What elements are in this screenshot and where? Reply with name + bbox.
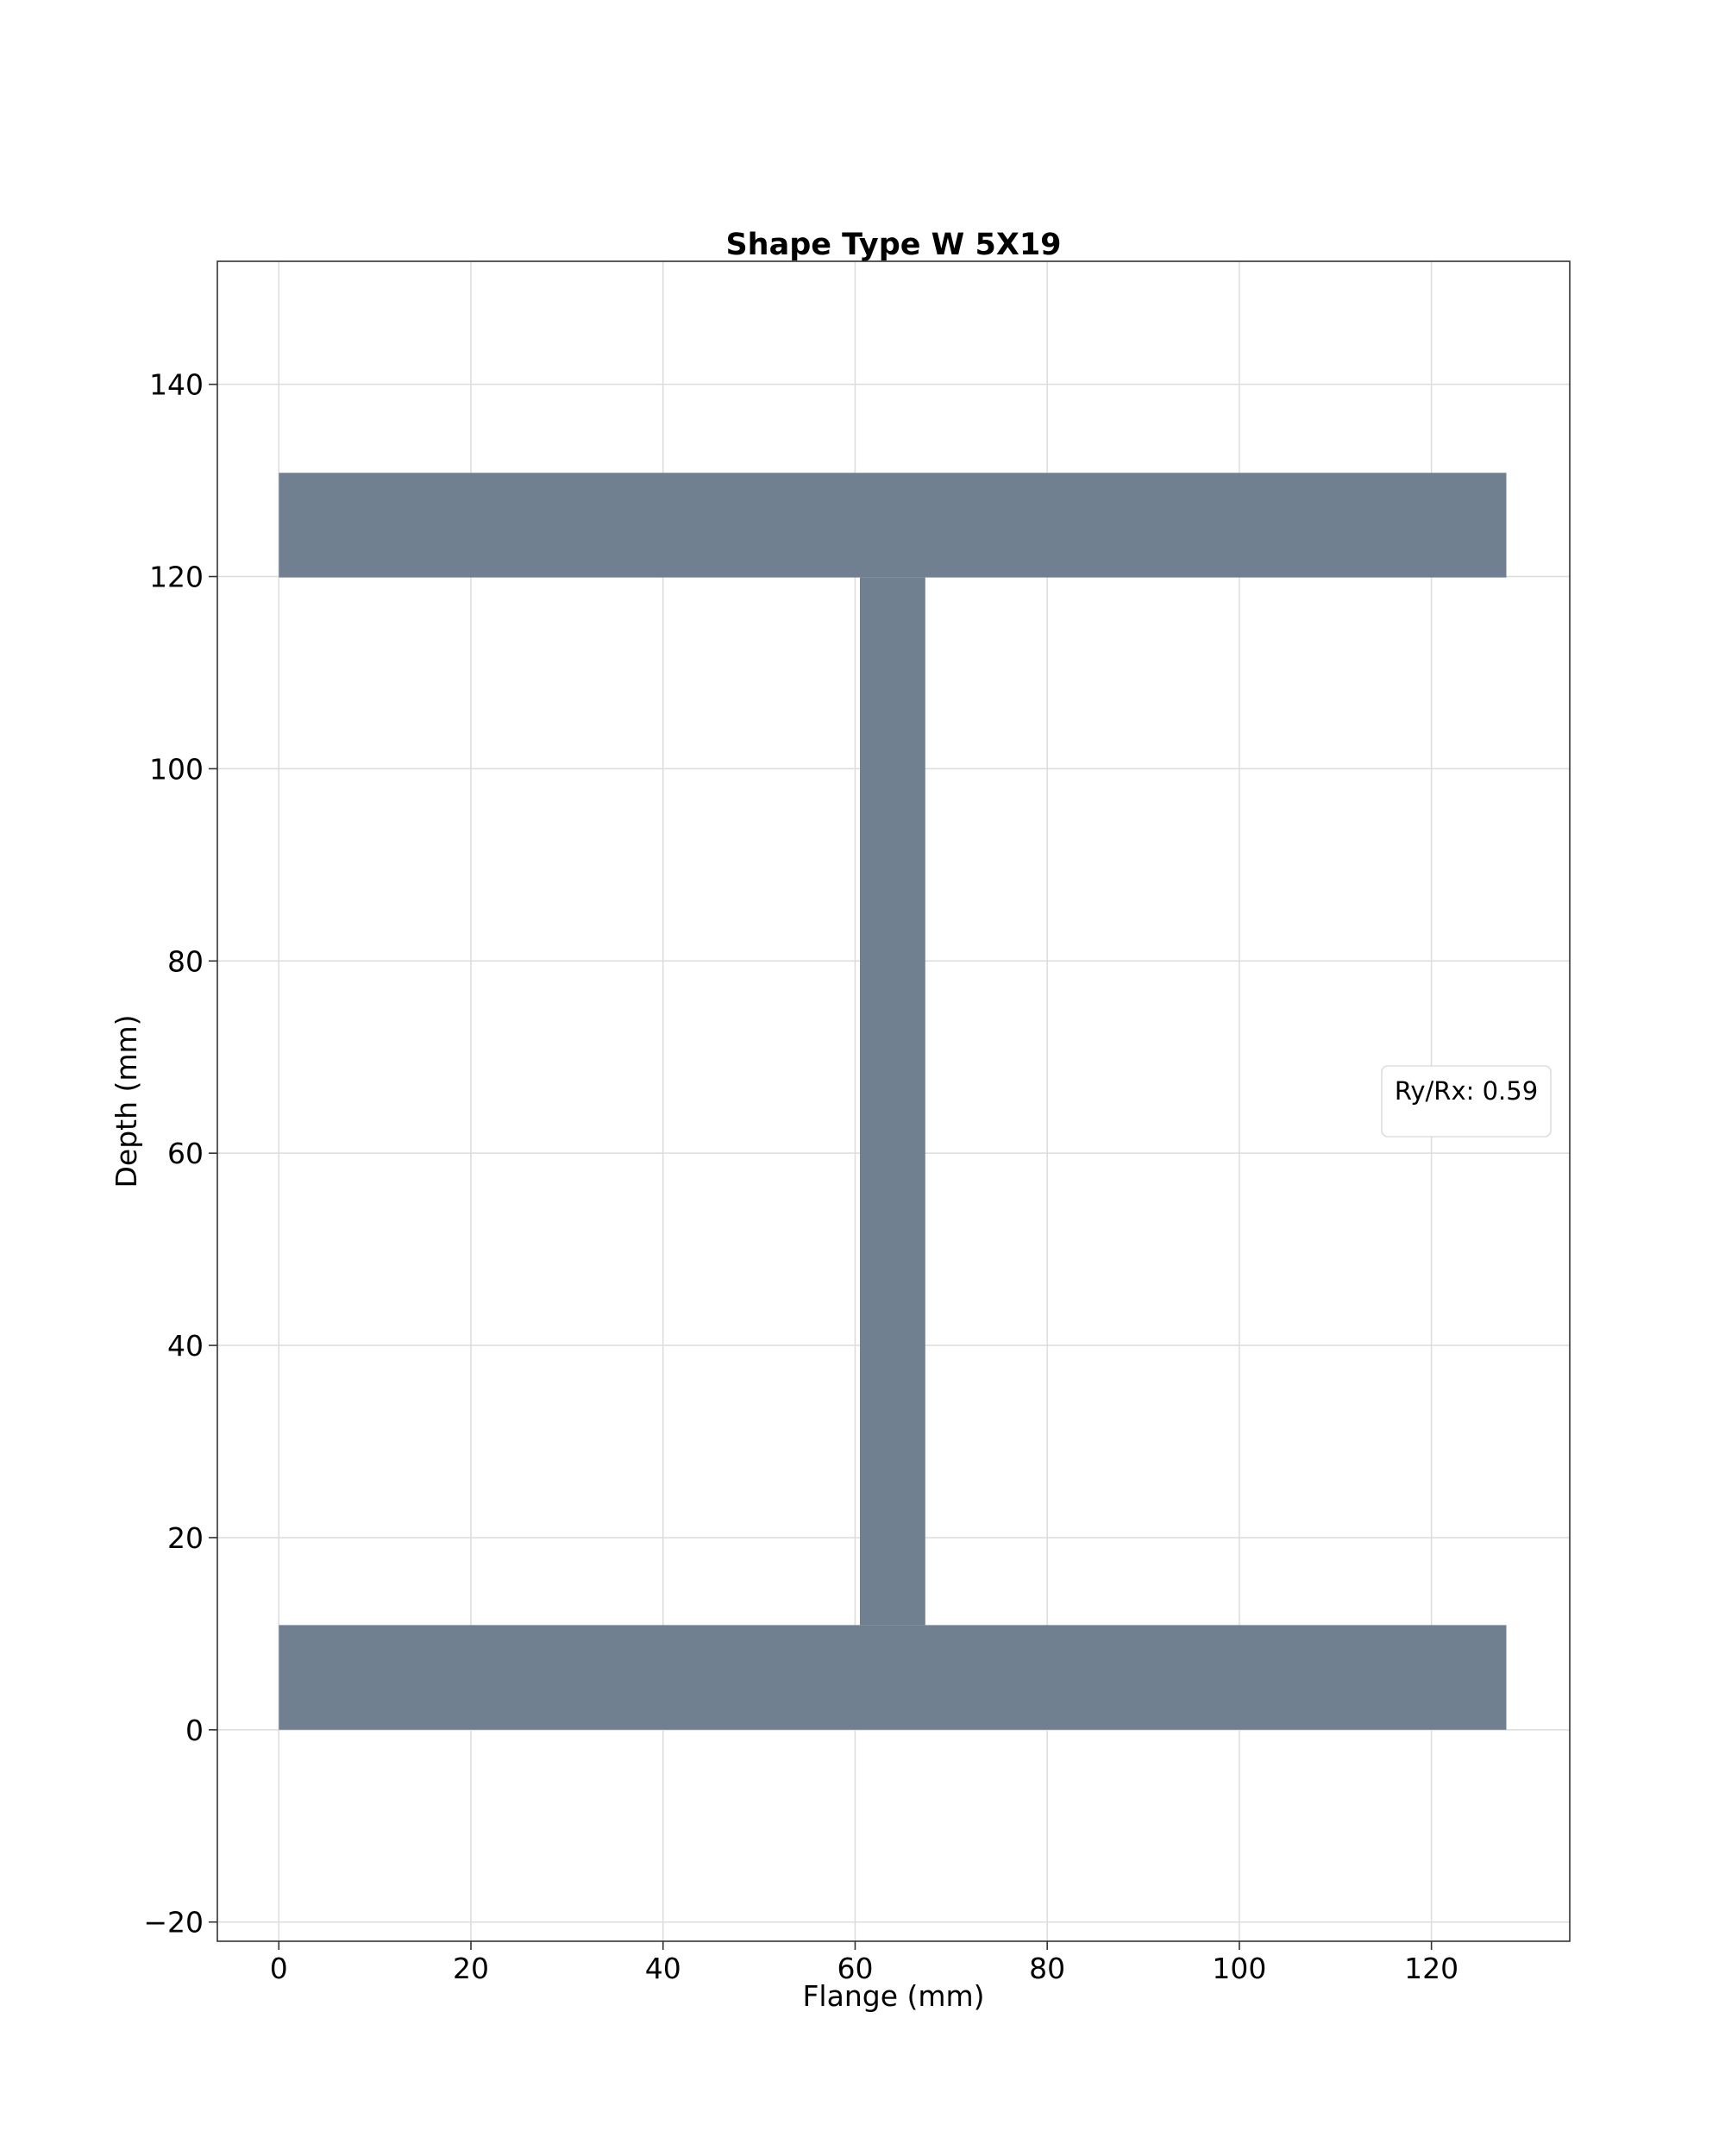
legend-text: Ry/Rx: 0.59: [1395, 1076, 1538, 1106]
x-tick-label: 100: [1212, 1952, 1266, 1985]
x-axis-label: Flange (mm): [802, 1979, 984, 2013]
x-tick-label: 20: [453, 1952, 489, 1985]
y-tick-label: 140: [149, 368, 204, 402]
legend-box: [1381, 1065, 1552, 1138]
y-tick-label: 60: [167, 1137, 204, 1170]
y-axis-ticks: −20 0 20 40 60 80 100 120 140: [143, 368, 217, 1940]
web: [860, 577, 925, 1626]
beam-section-shape: [279, 473, 1507, 1730]
bottom-flange: [279, 1625, 1507, 1730]
x-tick-label: 40: [645, 1952, 681, 1985]
x-axis-ticks: 0 20 40 60 80 100 120: [270, 1941, 1458, 1985]
y-tick-label: −20: [143, 1906, 204, 1940]
y-tick-label: 80: [167, 944, 204, 978]
y-axis-label: Depth (mm): [110, 1014, 143, 1188]
y-tick-label: 20: [167, 1521, 204, 1555]
top-flange: [279, 473, 1507, 578]
x-tick-label: 60: [837, 1952, 873, 1985]
legend: Ry/Rx: 0.59: [1381, 1065, 1552, 1138]
y-tick-label: 40: [167, 1329, 204, 1363]
y-tick-label: 120: [149, 561, 204, 594]
y-tick-label: 100: [149, 752, 204, 786]
x-tick-label: 80: [1029, 1952, 1065, 1985]
y-tick-label: 0: [185, 1714, 204, 1747]
x-tick-label: 0: [270, 1952, 288, 1985]
chart-title: Shape Type W 5X19: [725, 228, 1061, 262]
plot-frame: [216, 260, 1571, 1942]
x-tick-label: 120: [1404, 1952, 1458, 1985]
